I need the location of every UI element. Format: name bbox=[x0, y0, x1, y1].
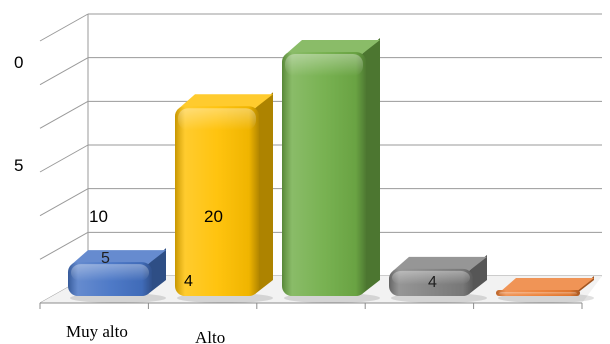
gridline-side bbox=[39, 144, 89, 173]
gridline-side bbox=[39, 13, 89, 42]
x-tick-label: Muy alto bbox=[66, 322, 128, 341]
gridline-side bbox=[39, 231, 89, 260]
data-labels: 5 4 bbox=[101, 250, 437, 291]
bar bbox=[389, 254, 487, 303]
x-axis-tick-labels: Muy alto Alto bbox=[66, 322, 225, 344]
floating-label: 20 bbox=[204, 207, 223, 226]
bar bbox=[175, 92, 273, 303]
floating-label: 4 bbox=[184, 273, 193, 290]
bar bbox=[68, 248, 166, 303]
bars bbox=[68, 38, 594, 303]
gridline-side bbox=[39, 57, 89, 86]
bar bbox=[282, 38, 380, 303]
y-tick-label: 0 bbox=[14, 53, 23, 72]
data-label: 5 bbox=[101, 250, 110, 267]
gridline-side bbox=[39, 188, 89, 217]
bar bbox=[496, 276, 594, 303]
data-label: 4 bbox=[428, 274, 437, 291]
x-tick-label: Alto bbox=[195, 328, 225, 344]
floating-labels: 10 20 4 bbox=[89, 207, 223, 290]
y-axis-tick-labels: 0 5 bbox=[14, 53, 23, 175]
floating-label: 10 bbox=[89, 207, 108, 226]
y-tick-label: 5 bbox=[14, 156, 23, 175]
gridline-side bbox=[39, 100, 89, 129]
